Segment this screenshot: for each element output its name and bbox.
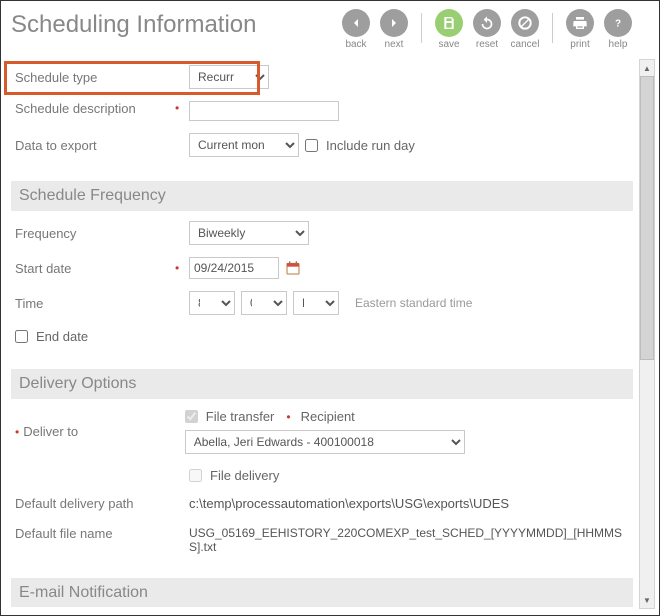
reset-label: reset [476, 39, 498, 50]
required-marker: • [175, 101, 185, 115]
print-button[interactable]: print [563, 9, 597, 50]
row-deliver-to: • Deliver to File transfer • Recipient Ab… [11, 403, 633, 460]
required-marker: • [286, 410, 290, 424]
reset-icon [473, 9, 501, 37]
print-icon [566, 9, 594, 37]
row-schedule-description: Schedule description • [11, 95, 633, 127]
label-schedule-type: Schedule type [15, 70, 175, 85]
cancel-button[interactable]: cancel [508, 9, 542, 50]
back-icon [342, 9, 370, 37]
row-data-to-export: Data to export Current month Include run… [11, 127, 633, 163]
scroll-down-icon[interactable]: ▼ [640, 592, 654, 608]
label-frequency: Frequency [15, 226, 175, 241]
row-end-date: End date [11, 321, 633, 351]
label-deliver-to: Deliver to [23, 424, 78, 439]
label-data-to-export: Data to export [15, 138, 175, 153]
row-default-delivery-path: Default delivery path c:\temp\processaut… [11, 490, 633, 520]
time-minute-select[interactable]: 00 [241, 291, 287, 315]
file-transfer-checkbox [185, 410, 198, 423]
file-transfer-wrap: File transfer [185, 409, 275, 424]
row-time: Time 8 00 PM Eastern standard time [11, 285, 633, 321]
scroll-thumb[interactable] [640, 76, 654, 360]
time-hour-select[interactable]: 8 [189, 291, 235, 315]
recipient-select[interactable]: Abella, Jeri Edwards - 400100018 [185, 430, 465, 454]
schedule-type-select[interactable]: Recurring [189, 65, 269, 89]
frequency-select[interactable]: Biweekly [189, 221, 309, 245]
scroll-up-icon[interactable]: ▲ [640, 60, 654, 76]
print-label: print [570, 39, 589, 50]
row-file-delivery: File delivery [11, 460, 633, 490]
end-date-label: End date [36, 329, 88, 344]
back-button[interactable]: back [339, 9, 373, 50]
required-marker: • [15, 425, 19, 439]
next-icon [380, 9, 408, 37]
section-schedule-frequency: Schedule Frequency [11, 181, 633, 211]
toolbar-sep-1 [421, 13, 422, 43]
row-start-date: Start date • [11, 251, 633, 285]
default-file-name-value: USG_05169_EEHISTORY_220COMEXP_test_SCHED… [189, 526, 629, 554]
label-recipient: Recipient [301, 409, 355, 424]
row-default-file-name: Default file name USG_05169_EEHISTORY_22… [11, 520, 633, 560]
calendar-icon[interactable] [285, 260, 301, 276]
toolbar-sep-2 [552, 13, 553, 43]
time-ampm-select[interactable]: PM [293, 291, 339, 315]
cancel-label: cancel [511, 39, 540, 50]
include-run-day-label: Include run day [326, 138, 415, 153]
end-date-checkbox[interactable] [15, 330, 28, 343]
vertical-scrollbar[interactable]: ▲ ▼ [639, 59, 655, 609]
label-schedule-description: Schedule description [15, 101, 175, 116]
file-transfer-label: File transfer [206, 409, 275, 424]
file-delivery-checkbox [189, 469, 202, 482]
next-button[interactable]: next [377, 9, 411, 50]
save-button[interactable]: save [432, 9, 466, 50]
svg-text:?: ? [615, 18, 621, 29]
help-label: help [609, 39, 628, 50]
default-delivery-path-value: c:\temp\processautomation\exports\USG\ex… [189, 496, 509, 511]
help-icon: ? [604, 9, 632, 37]
data-to-export-select[interactable]: Current month [189, 133, 299, 157]
save-label: save [438, 39, 459, 50]
include-run-day-wrap[interactable]: Include run day [305, 138, 415, 153]
label-default-file-name: Default file name [15, 526, 175, 541]
row-schedule-type: Schedule type Recurring [11, 59, 633, 95]
label-default-delivery-path: Default delivery path [15, 496, 175, 511]
label-start-date: Start date [15, 261, 175, 276]
reset-button[interactable]: reset [470, 9, 504, 50]
required-marker: • [175, 261, 185, 275]
help-button[interactable]: ? help [601, 9, 635, 50]
row-frequency: Frequency Biweekly [11, 215, 633, 251]
file-delivery-wrap: File delivery [189, 468, 279, 483]
next-label: next [385, 39, 404, 50]
start-date-input[interactable] [189, 257, 279, 279]
section-delivery-options: Delivery Options [11, 369, 633, 399]
scroll-track[interactable] [640, 76, 654, 592]
save-icon [435, 9, 463, 37]
timezone-label: Eastern standard time [355, 296, 472, 310]
toolbar: back next save reset cancel print ? [339, 9, 635, 50]
back-label: back [345, 39, 366, 50]
end-date-wrap[interactable]: End date [15, 329, 88, 344]
include-run-day-checkbox[interactable] [305, 139, 318, 152]
section-email-notification: E-mail Notification [11, 578, 633, 607]
cancel-icon [511, 9, 539, 37]
file-delivery-label: File delivery [210, 468, 279, 483]
content-area: Schedule type Recurring Schedule descrip… [7, 59, 637, 607]
label-time: Time [15, 296, 175, 311]
schedule-description-input[interactable] [189, 101, 339, 121]
